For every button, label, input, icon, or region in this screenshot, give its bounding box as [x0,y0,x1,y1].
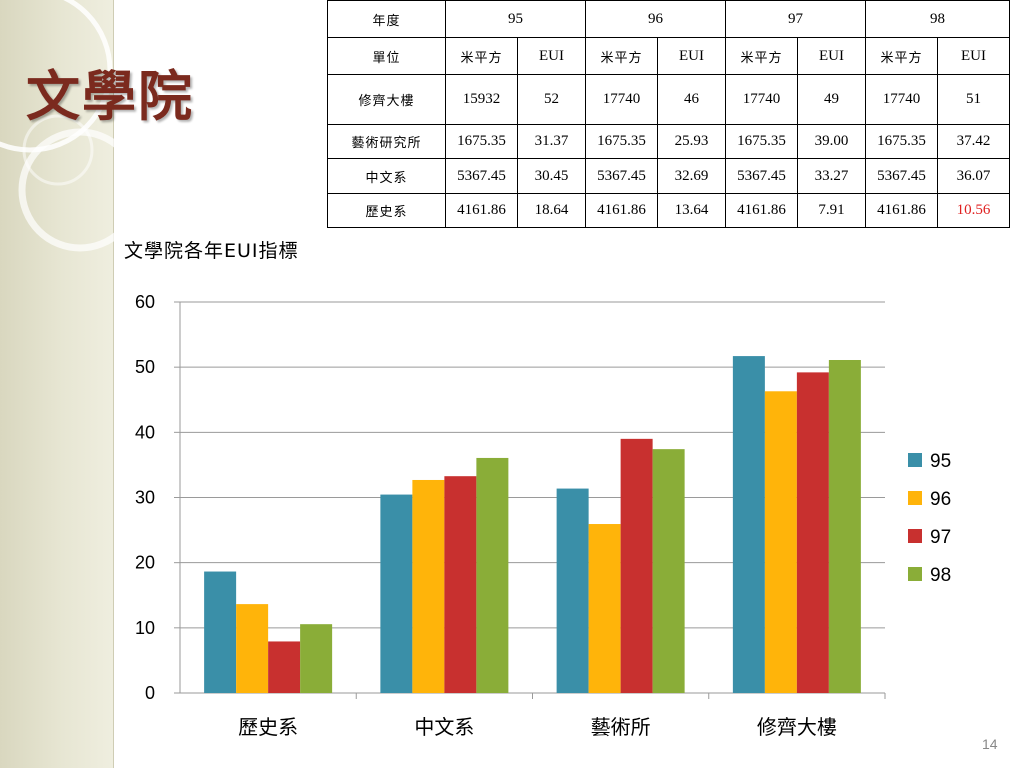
page-number: 14 [982,736,998,752]
table-cell: 1675.35 [585,124,658,159]
bar [796,372,829,693]
table-cell: 33.27 [797,158,866,194]
bar [444,476,477,693]
bar [380,494,413,693]
bar [556,488,589,693]
bar [732,356,765,693]
y-tick-label: 30 [135,488,155,508]
header-year: 98 [865,0,1010,38]
legend-label: 97 [930,527,951,548]
legend-label: 95 [930,451,951,472]
table-cell: 25.93 [657,124,726,159]
table-cell: 17740 [725,74,798,125]
bar [828,359,861,693]
table-cell: 17740 [865,74,938,125]
table-cell: 4161.86 [725,193,798,228]
table-cell: 32.69 [657,158,726,194]
left-decoration-panel [0,0,114,768]
chart-title: 文學院各年EUI指標 [124,240,299,262]
bar [620,438,653,693]
legend-swatch [908,453,922,467]
bar [300,624,333,693]
table-cell: 37.42 [937,124,1010,159]
header-year: 97 [725,0,866,38]
x-tick-label: 修齊大樓 [757,715,837,739]
y-tick-label: 20 [135,553,155,573]
table-cell: 18.64 [517,193,586,228]
unit-cell: 米平方 [445,37,518,75]
table-cell: 52 [517,74,586,125]
unit-cell: EUI [517,37,586,75]
table-cell: 4161.86 [585,193,658,228]
table-cell-highlighted: 10.56 [937,193,1010,228]
table-header-row: 年度 95 96 97 98 [327,0,1010,38]
y-tick-label: 0 [145,683,155,703]
bar [652,449,685,693]
units-label: 單位 [327,37,446,75]
bar [204,571,237,693]
unit-cell: EUI [797,37,866,75]
header-year-label: 年度 [327,0,446,38]
unit-cell: 米平方 [585,37,658,75]
table-cell: 17740 [585,74,658,125]
table-cell: 13.64 [657,193,726,228]
bar [476,457,509,693]
table-cell: 4161.86 [445,193,518,228]
table-cell: 5367.45 [445,158,518,194]
row-name: 修齊大樓 [327,74,446,125]
slide-title: 文學院 [26,65,194,128]
bar [764,391,797,693]
x-tick-label: 歷史系 [238,715,298,739]
x-tick-label: 藝術所 [591,715,651,739]
table-row: 歷史系 4161.86 18.64 4161.86 13.64 4161.86 … [327,193,1010,228]
eui-data-table: 年度 95 96 97 98 單位 米平方 EUI 米平方 EUI 米平方 EU… [327,0,1010,228]
bar [268,641,301,693]
legend-swatch [908,567,922,581]
unit-cell: EUI [937,37,1010,75]
legend-swatch [908,491,922,505]
bar [236,604,269,693]
legend-label: 98 [930,565,951,586]
legend-swatch [908,529,922,543]
table-cell: 7.91 [797,193,866,228]
table-cell: 46 [657,74,726,125]
table-cell: 4161.86 [865,193,938,228]
legend-label: 96 [930,489,951,510]
table-units-row: 單位 米平方 EUI 米平方 EUI 米平方 EUI 米平方 EUI [327,37,1010,75]
y-tick-label: 50 [135,357,155,377]
y-tick-label: 60 [135,292,155,312]
table-row: 修齊大樓 15932 52 17740 46 17740 49 17740 51 [327,74,1010,125]
unit-cell: 米平方 [865,37,938,75]
table-cell: 49 [797,74,866,125]
header-year: 96 [585,0,726,38]
x-tick-label: 中文系 [414,715,474,739]
table-cell: 30.45 [517,158,586,194]
bar [588,524,621,693]
y-tick-label: 40 [135,422,155,442]
y-tick-label: 10 [135,618,155,638]
bar [412,479,445,693]
table-cell: 1675.35 [725,124,798,159]
decorative-circles [0,0,142,252]
table-cell: 31.37 [517,124,586,159]
